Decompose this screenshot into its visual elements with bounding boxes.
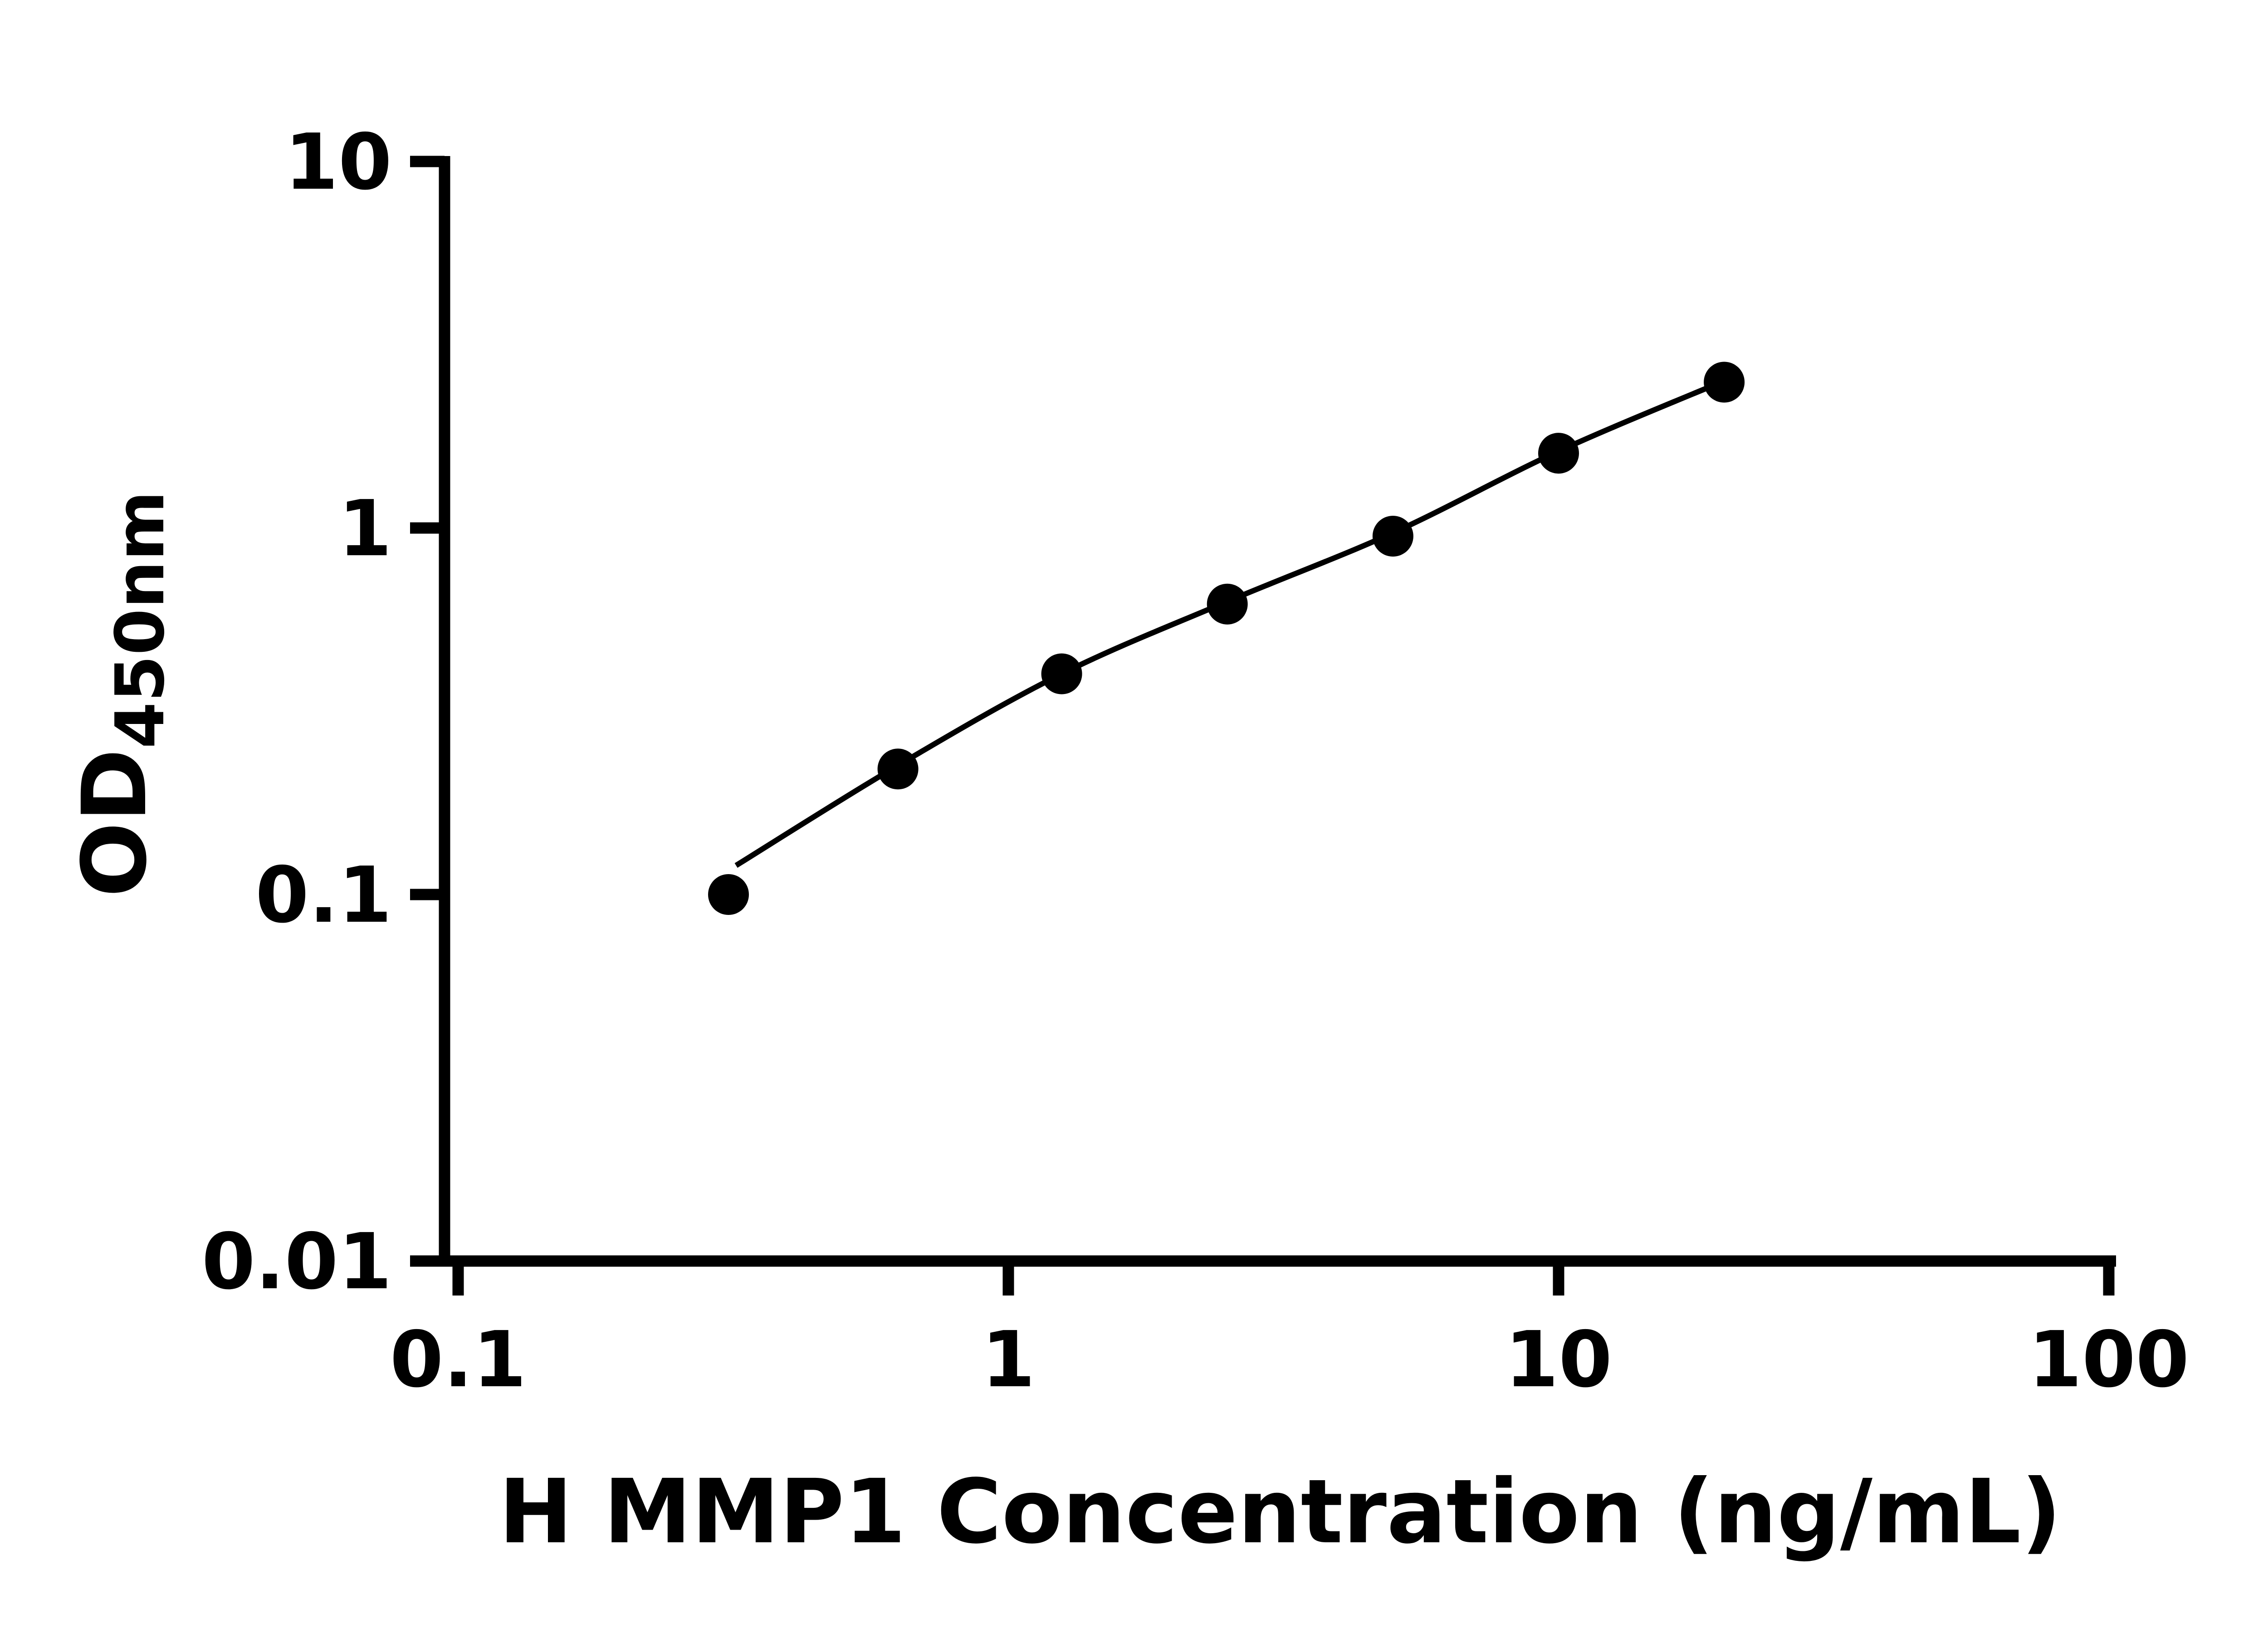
y-tick-label: 0.1	[255, 851, 392, 940]
x-axis-title: H MMP1 Concentration (ng/mL)	[499, 1460, 2061, 1563]
data-point	[1372, 516, 1413, 557]
y-tick-label: 0.01	[202, 1217, 392, 1307]
y-axis-title-subscript: 450nm	[101, 491, 179, 749]
data-point	[1207, 583, 1248, 625]
data-point	[1704, 362, 1745, 403]
plot-series	[708, 362, 1745, 915]
y-tick-label: 10	[284, 117, 392, 207]
y-axis-title: OD450nm	[63, 491, 179, 897]
data-point	[1041, 653, 1082, 694]
x-tick-label: 10	[1505, 1315, 1613, 1405]
data-point	[708, 874, 749, 915]
x-tick-label: 0.1	[390, 1315, 526, 1405]
y-tick-label: 1	[338, 484, 392, 574]
x-tick-label: 1	[982, 1315, 1035, 1405]
data-point	[877, 748, 919, 790]
y-axis-title-main: OD	[63, 748, 166, 897]
x-tick-label: 100	[2028, 1315, 2190, 1405]
data-point	[1538, 433, 1579, 474]
